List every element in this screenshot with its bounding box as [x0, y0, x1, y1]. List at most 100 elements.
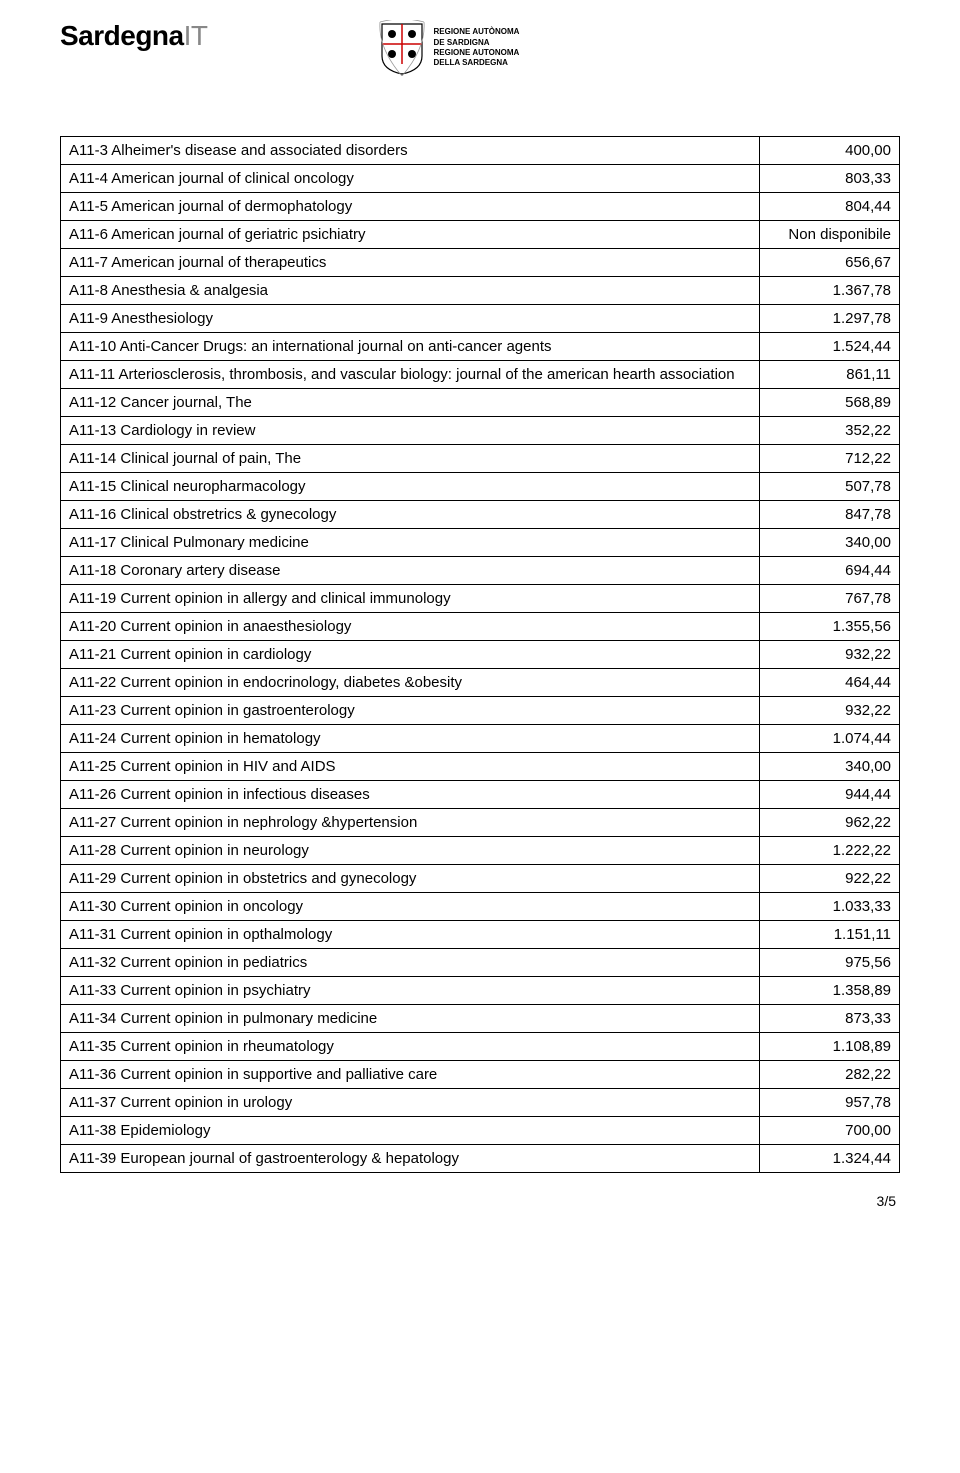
journal-value: 340,00 [760, 753, 900, 781]
journal-label: A11-19 Current opinion in allergy and cl… [61, 585, 760, 613]
journal-value: 507,78 [760, 473, 900, 501]
table-row: A11-14 Clinical journal of pain, The712,… [61, 445, 900, 473]
journal-label: A11-28 Current opinion in neurology [61, 837, 760, 865]
journal-label: A11-11 Arteriosclerosis, thrombosis, and… [61, 361, 760, 389]
journal-label: A11-10 Anti-Cancer Drugs: an internation… [61, 333, 760, 361]
journal-value: 400,00 [760, 137, 900, 165]
region-emblem-block: REGIONE AUTÒNOMA DE SARDIGNA REGIONE AUT… [378, 20, 520, 76]
table-row: A11-21 Current opinion in cardiology932,… [61, 641, 900, 669]
journal-label: A11-24 Current opinion in hematology [61, 725, 760, 753]
journal-label: A11-17 Clinical Pulmonary medicine [61, 529, 760, 557]
journal-label: A11-18 Coronary artery disease [61, 557, 760, 585]
journal-label: A11-35 Current opinion in rheumatology [61, 1033, 760, 1061]
journal-label: A11-31 Current opinion in opthalmology [61, 921, 760, 949]
journal-label: A11-34 Current opinion in pulmonary medi… [61, 1005, 760, 1033]
journal-value: 568,89 [760, 389, 900, 417]
journal-label: A11-32 Current opinion in pediatrics [61, 949, 760, 977]
journal-label: A11-37 Current opinion in urology [61, 1089, 760, 1117]
journal-value: 282,22 [760, 1061, 900, 1089]
journal-value: 1.297,78 [760, 305, 900, 333]
journal-label: A11-12 Cancer journal, The [61, 389, 760, 417]
table-row: A11-12 Cancer journal, The568,89 [61, 389, 900, 417]
journal-value: 957,78 [760, 1089, 900, 1117]
journal-label: A11-7 American journal of therapeutics [61, 249, 760, 277]
journal-label: A11-23 Current opinion in gastroenterolo… [61, 697, 760, 725]
table-row: A11-6 American journal of geriatric psic… [61, 221, 900, 249]
page-number: 3/5 [60, 1193, 900, 1209]
page-header: SardegnaIT REGIONE AUTÒNOMA DE SARDIGNA … [60, 20, 900, 76]
table-row: A11-19 Current opinion in allergy and cl… [61, 585, 900, 613]
journal-label: A11-4 American journal of clinical oncol… [61, 165, 760, 193]
journal-label: A11-8 Anesthesia & analgesia [61, 277, 760, 305]
journal-value: 932,22 [760, 641, 900, 669]
region-line-1: REGIONE AUTÒNOMA [434, 27, 520, 37]
journal-value: 1.108,89 [760, 1033, 900, 1061]
table-row: A11-26 Current opinion in infectious dis… [61, 781, 900, 809]
journal-value: 1.358,89 [760, 977, 900, 1005]
table-row: A11-28 Current opinion in neurology1.222… [61, 837, 900, 865]
journal-value: 847,78 [760, 501, 900, 529]
journal-value: 712,22 [760, 445, 900, 473]
journal-label: A11-3 Alheimer's disease and associated … [61, 137, 760, 165]
table-row: A11-13 Cardiology in review352,22 [61, 417, 900, 445]
journal-label: A11-39 European journal of gastroenterol… [61, 1145, 760, 1173]
journal-value: 922,22 [760, 865, 900, 893]
journal-label: A11-26 Current opinion in infectious dis… [61, 781, 760, 809]
journal-value: 464,44 [760, 669, 900, 697]
journal-value: 1.151,11 [760, 921, 900, 949]
table-row: A11-29 Current opinion in obstetrics and… [61, 865, 900, 893]
table-row: A11-24 Current opinion in hematology1.07… [61, 725, 900, 753]
table-row: A11-31 Current opinion in opthalmology1.… [61, 921, 900, 949]
journal-label: A11-38 Epidemiology [61, 1117, 760, 1145]
journal-value: 767,78 [760, 585, 900, 613]
table-row: A11-36 Current opinion in supportive and… [61, 1061, 900, 1089]
journal-value: 694,44 [760, 557, 900, 585]
table-row: A11-39 European journal of gastroenterol… [61, 1145, 900, 1173]
journal-value: Non disponibile [760, 221, 900, 249]
journal-value: 700,00 [760, 1117, 900, 1145]
table-row: A11-10 Anti-Cancer Drugs: an internation… [61, 333, 900, 361]
journal-value: 656,67 [760, 249, 900, 277]
journal-value: 975,56 [760, 949, 900, 977]
logo-suffix-text: IT [184, 20, 208, 51]
journal-value: 1.524,44 [760, 333, 900, 361]
table-row: A11-11 Arteriosclerosis, thrombosis, and… [61, 361, 900, 389]
table-row: A11-4 American journal of clinical oncol… [61, 165, 900, 193]
journal-label: A11-13 Cardiology in review [61, 417, 760, 445]
region-text-block: REGIONE AUTÒNOMA DE SARDIGNA REGIONE AUT… [434, 27, 520, 69]
journal-label: A11-22 Current opinion in endocrinology,… [61, 669, 760, 697]
journal-value: 803,33 [760, 165, 900, 193]
table-row: A11-20 Current opinion in anaesthesiolog… [61, 613, 900, 641]
table-row: A11-17 Clinical Pulmonary medicine340,00 [61, 529, 900, 557]
table-row: A11-22 Current opinion in endocrinology,… [61, 669, 900, 697]
journal-price-table: A11-3 Alheimer's disease and associated … [60, 136, 900, 1173]
table-row: A11-18 Coronary artery disease694,44 [61, 557, 900, 585]
table-row: A11-7 American journal of therapeutics65… [61, 249, 900, 277]
table-row: A11-23 Current opinion in gastroenterolo… [61, 697, 900, 725]
journal-label: A11-16 Clinical obstretrics & gynecology [61, 501, 760, 529]
journal-value: 873,33 [760, 1005, 900, 1033]
region-line-3: REGIONE AUTONOMA [434, 48, 520, 58]
journal-label: A11-15 Clinical neuropharmacology [61, 473, 760, 501]
journal-value: 1.367,78 [760, 277, 900, 305]
table-row: A11-37 Current opinion in urology957,78 [61, 1089, 900, 1117]
journal-label: A11-29 Current opinion in obstetrics and… [61, 865, 760, 893]
journal-value: 944,44 [760, 781, 900, 809]
sardegna-emblem-icon [378, 20, 426, 76]
journal-value: 1.355,56 [760, 613, 900, 641]
table-row: A11-30 Current opinion in oncology1.033,… [61, 893, 900, 921]
table-row: A11-35 Current opinion in rheumatology1.… [61, 1033, 900, 1061]
journal-value: 1.074,44 [760, 725, 900, 753]
journal-label: A11-33 Current opinion in psychiatry [61, 977, 760, 1005]
table-row: A11-9 Anesthesiology1.297,78 [61, 305, 900, 333]
region-line-4: DELLA SARDEGNA [434, 58, 520, 68]
journal-label: A11-20 Current opinion in anaesthesiolog… [61, 613, 760, 641]
journal-label: A11-36 Current opinion in supportive and… [61, 1061, 760, 1089]
sardegna-it-logo: SardegnaIT [60, 20, 208, 52]
table-row: A11-34 Current opinion in pulmonary medi… [61, 1005, 900, 1033]
table-row: A11-33 Current opinion in psychiatry1.35… [61, 977, 900, 1005]
journal-value: 804,44 [760, 193, 900, 221]
region-line-2: DE SARDIGNA [434, 38, 520, 48]
journal-value: 1.222,22 [760, 837, 900, 865]
journal-value: 1.324,44 [760, 1145, 900, 1173]
